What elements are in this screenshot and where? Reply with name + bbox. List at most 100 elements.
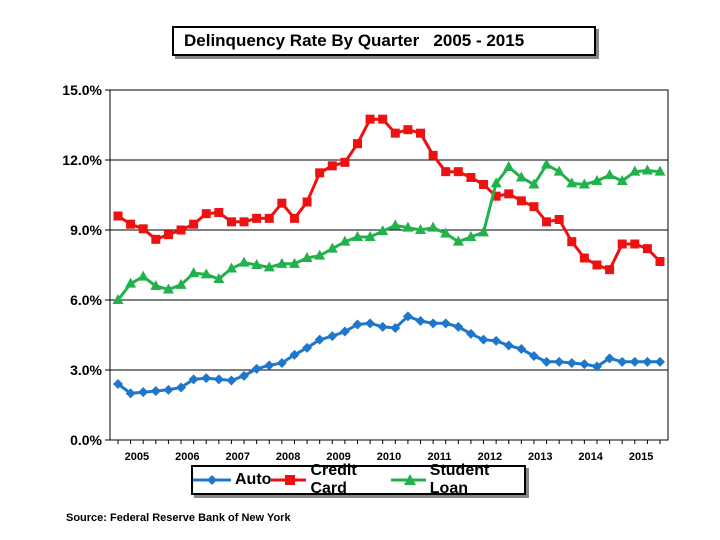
data-point (238, 256, 250, 267)
x-tick-label: 2013 (528, 451, 552, 463)
data-point (365, 114, 375, 124)
data-point (189, 219, 199, 229)
data-point (239, 217, 249, 227)
data-point (389, 219, 401, 230)
x-tick-label: 2010 (377, 451, 401, 463)
gridlines (110, 159, 668, 371)
data-point (415, 224, 427, 234)
data-point (566, 177, 578, 188)
y-tick-label: 0.0% (70, 432, 102, 448)
data-point (642, 244, 652, 254)
legend-label-credit-card: Credit Card (310, 462, 357, 497)
legend-item-auto: Auto (193, 471, 271, 489)
data-point (654, 165, 666, 176)
data-point (440, 318, 451, 329)
data-point (289, 349, 300, 360)
x-tick-label: 2008 (276, 451, 300, 463)
data-point (276, 257, 288, 268)
data-point (591, 175, 603, 185)
data-point (163, 230, 173, 240)
data-point (604, 169, 616, 180)
data-point (226, 217, 236, 227)
data-point (352, 139, 362, 149)
data-point (315, 168, 325, 178)
y-tick-label: 15.0% (62, 82, 102, 98)
data-point (478, 334, 489, 345)
data-point (491, 335, 502, 346)
data-point (163, 384, 174, 395)
data-point (252, 213, 262, 223)
data-point (403, 125, 413, 135)
data-point (264, 360, 275, 371)
data-point (503, 340, 514, 351)
x-tick-label: 2012 (478, 451, 502, 463)
data-point (541, 356, 552, 367)
series-student-loan (112, 158, 666, 304)
data-point (516, 196, 526, 206)
data-point (592, 260, 602, 270)
x-tick-label: 2005 (125, 451, 149, 463)
data-point (251, 363, 262, 374)
data-point (301, 252, 313, 262)
data-point (125, 277, 137, 288)
x-axis-ticks: 2005 2006 2007 2008 2009 2010 2011 2012 2013 2014… (117, 440, 661, 463)
data-point (339, 235, 351, 246)
data-point (553, 165, 565, 176)
data-point (226, 375, 237, 386)
y-tick-label: 3.0% (70, 362, 102, 378)
data-point (126, 219, 136, 229)
series-layer (112, 114, 666, 399)
legend-label-auto: Auto (235, 471, 272, 488)
legend: Auto Credit Card Student Loan (191, 462, 526, 498)
data-point (402, 311, 413, 322)
data-point (440, 227, 452, 238)
data-point (641, 164, 653, 175)
legend-student-loan-symbol (390, 474, 426, 485)
data-point (326, 242, 338, 253)
source-note: Source: Federal Reserve Bank of New York (66, 512, 291, 524)
data-point (642, 356, 653, 367)
data-point (377, 225, 389, 236)
data-point (528, 178, 540, 189)
y-tick-label: 12.0% (62, 152, 102, 168)
data-point (452, 235, 464, 246)
y-tick-label: 9.0% (70, 222, 102, 238)
y-tick-label: 6.0% (70, 292, 102, 308)
data-point (427, 221, 439, 232)
data-point (162, 283, 174, 294)
legend-item-student-loan: Student Loan (390, 462, 524, 498)
data-point (125, 388, 136, 399)
data-point (515, 171, 527, 182)
data-point (176, 225, 186, 235)
data-point (302, 342, 313, 353)
legend-auto-symbol (193, 475, 231, 485)
data-point (529, 202, 539, 212)
data-point (314, 334, 325, 345)
data-point (188, 267, 200, 278)
data-point (630, 239, 640, 249)
data-point (579, 359, 590, 370)
chart-title-box: Delinquency Rate By Quarter 2005 - 2015 (172, 26, 596, 56)
data-point (277, 198, 287, 208)
data-point (479, 180, 489, 189)
data-point (113, 379, 123, 389)
legend-item-credit-card: Credit Card (271, 462, 390, 498)
data-point (402, 221, 414, 232)
data-point (138, 387, 149, 398)
data-point (113, 211, 123, 221)
data-point (200, 268, 212, 279)
data-point (579, 253, 589, 263)
data-point (453, 321, 464, 332)
series-credit-card (113, 114, 665, 275)
data-point (542, 217, 552, 227)
data-point (176, 382, 187, 393)
data-point (503, 161, 515, 171)
data-point (604, 353, 615, 364)
data-point (214, 208, 224, 217)
chart-title: Delinquency Rate By Quarter 2005 - 2015 (184, 31, 525, 50)
x-tick-label: 2011 (427, 451, 451, 463)
data-point (465, 328, 476, 339)
data-point (213, 374, 224, 385)
data-point (605, 265, 615, 275)
